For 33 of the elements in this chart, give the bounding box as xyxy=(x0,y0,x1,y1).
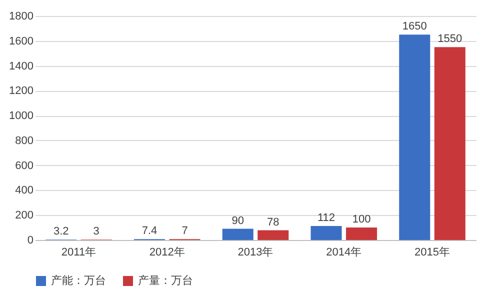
y-tick-label: 0 xyxy=(27,234,34,246)
y-tick-label: 1200 xyxy=(9,85,34,98)
y-tick-label: 1400 xyxy=(9,60,34,72)
data-label: 1650 xyxy=(402,20,427,33)
data-label: 90 xyxy=(232,214,244,227)
data-label: 3 xyxy=(93,226,100,238)
bar xyxy=(310,226,342,240)
x-tick-label: 2012年 xyxy=(149,246,185,258)
y-tick-label: 600 xyxy=(15,160,34,172)
data-label: 112 xyxy=(317,212,336,224)
bar xyxy=(399,34,430,240)
bar xyxy=(434,47,466,240)
data-label: 7 xyxy=(182,225,188,238)
y-tick-label: 800 xyxy=(15,134,34,147)
data-label: 100 xyxy=(352,214,371,226)
x-tick-label: 2015年 xyxy=(414,246,450,258)
x-tick-label: 2014年 xyxy=(326,246,362,258)
x-tick-label: 2011年 xyxy=(61,246,96,258)
x-tick-label: 2013年 xyxy=(238,246,274,258)
data-label: 3.2 xyxy=(53,226,69,238)
y-tick-label: 1600 xyxy=(9,35,34,48)
legend-label: 产能：万台 xyxy=(51,274,106,287)
bar xyxy=(258,230,289,240)
y-tick-label: 1800 xyxy=(9,10,34,22)
legend-label: 产量：万台 xyxy=(138,274,193,287)
y-tick-label: 1000 xyxy=(9,110,34,122)
y-tick-label: 400 xyxy=(15,184,34,197)
data-label: 1550 xyxy=(438,33,462,46)
data-label: 78 xyxy=(267,216,280,228)
bar xyxy=(346,228,378,240)
bar xyxy=(222,228,254,240)
data-label: 7.4 xyxy=(142,225,158,238)
y-tick-label: 200 xyxy=(15,210,34,222)
